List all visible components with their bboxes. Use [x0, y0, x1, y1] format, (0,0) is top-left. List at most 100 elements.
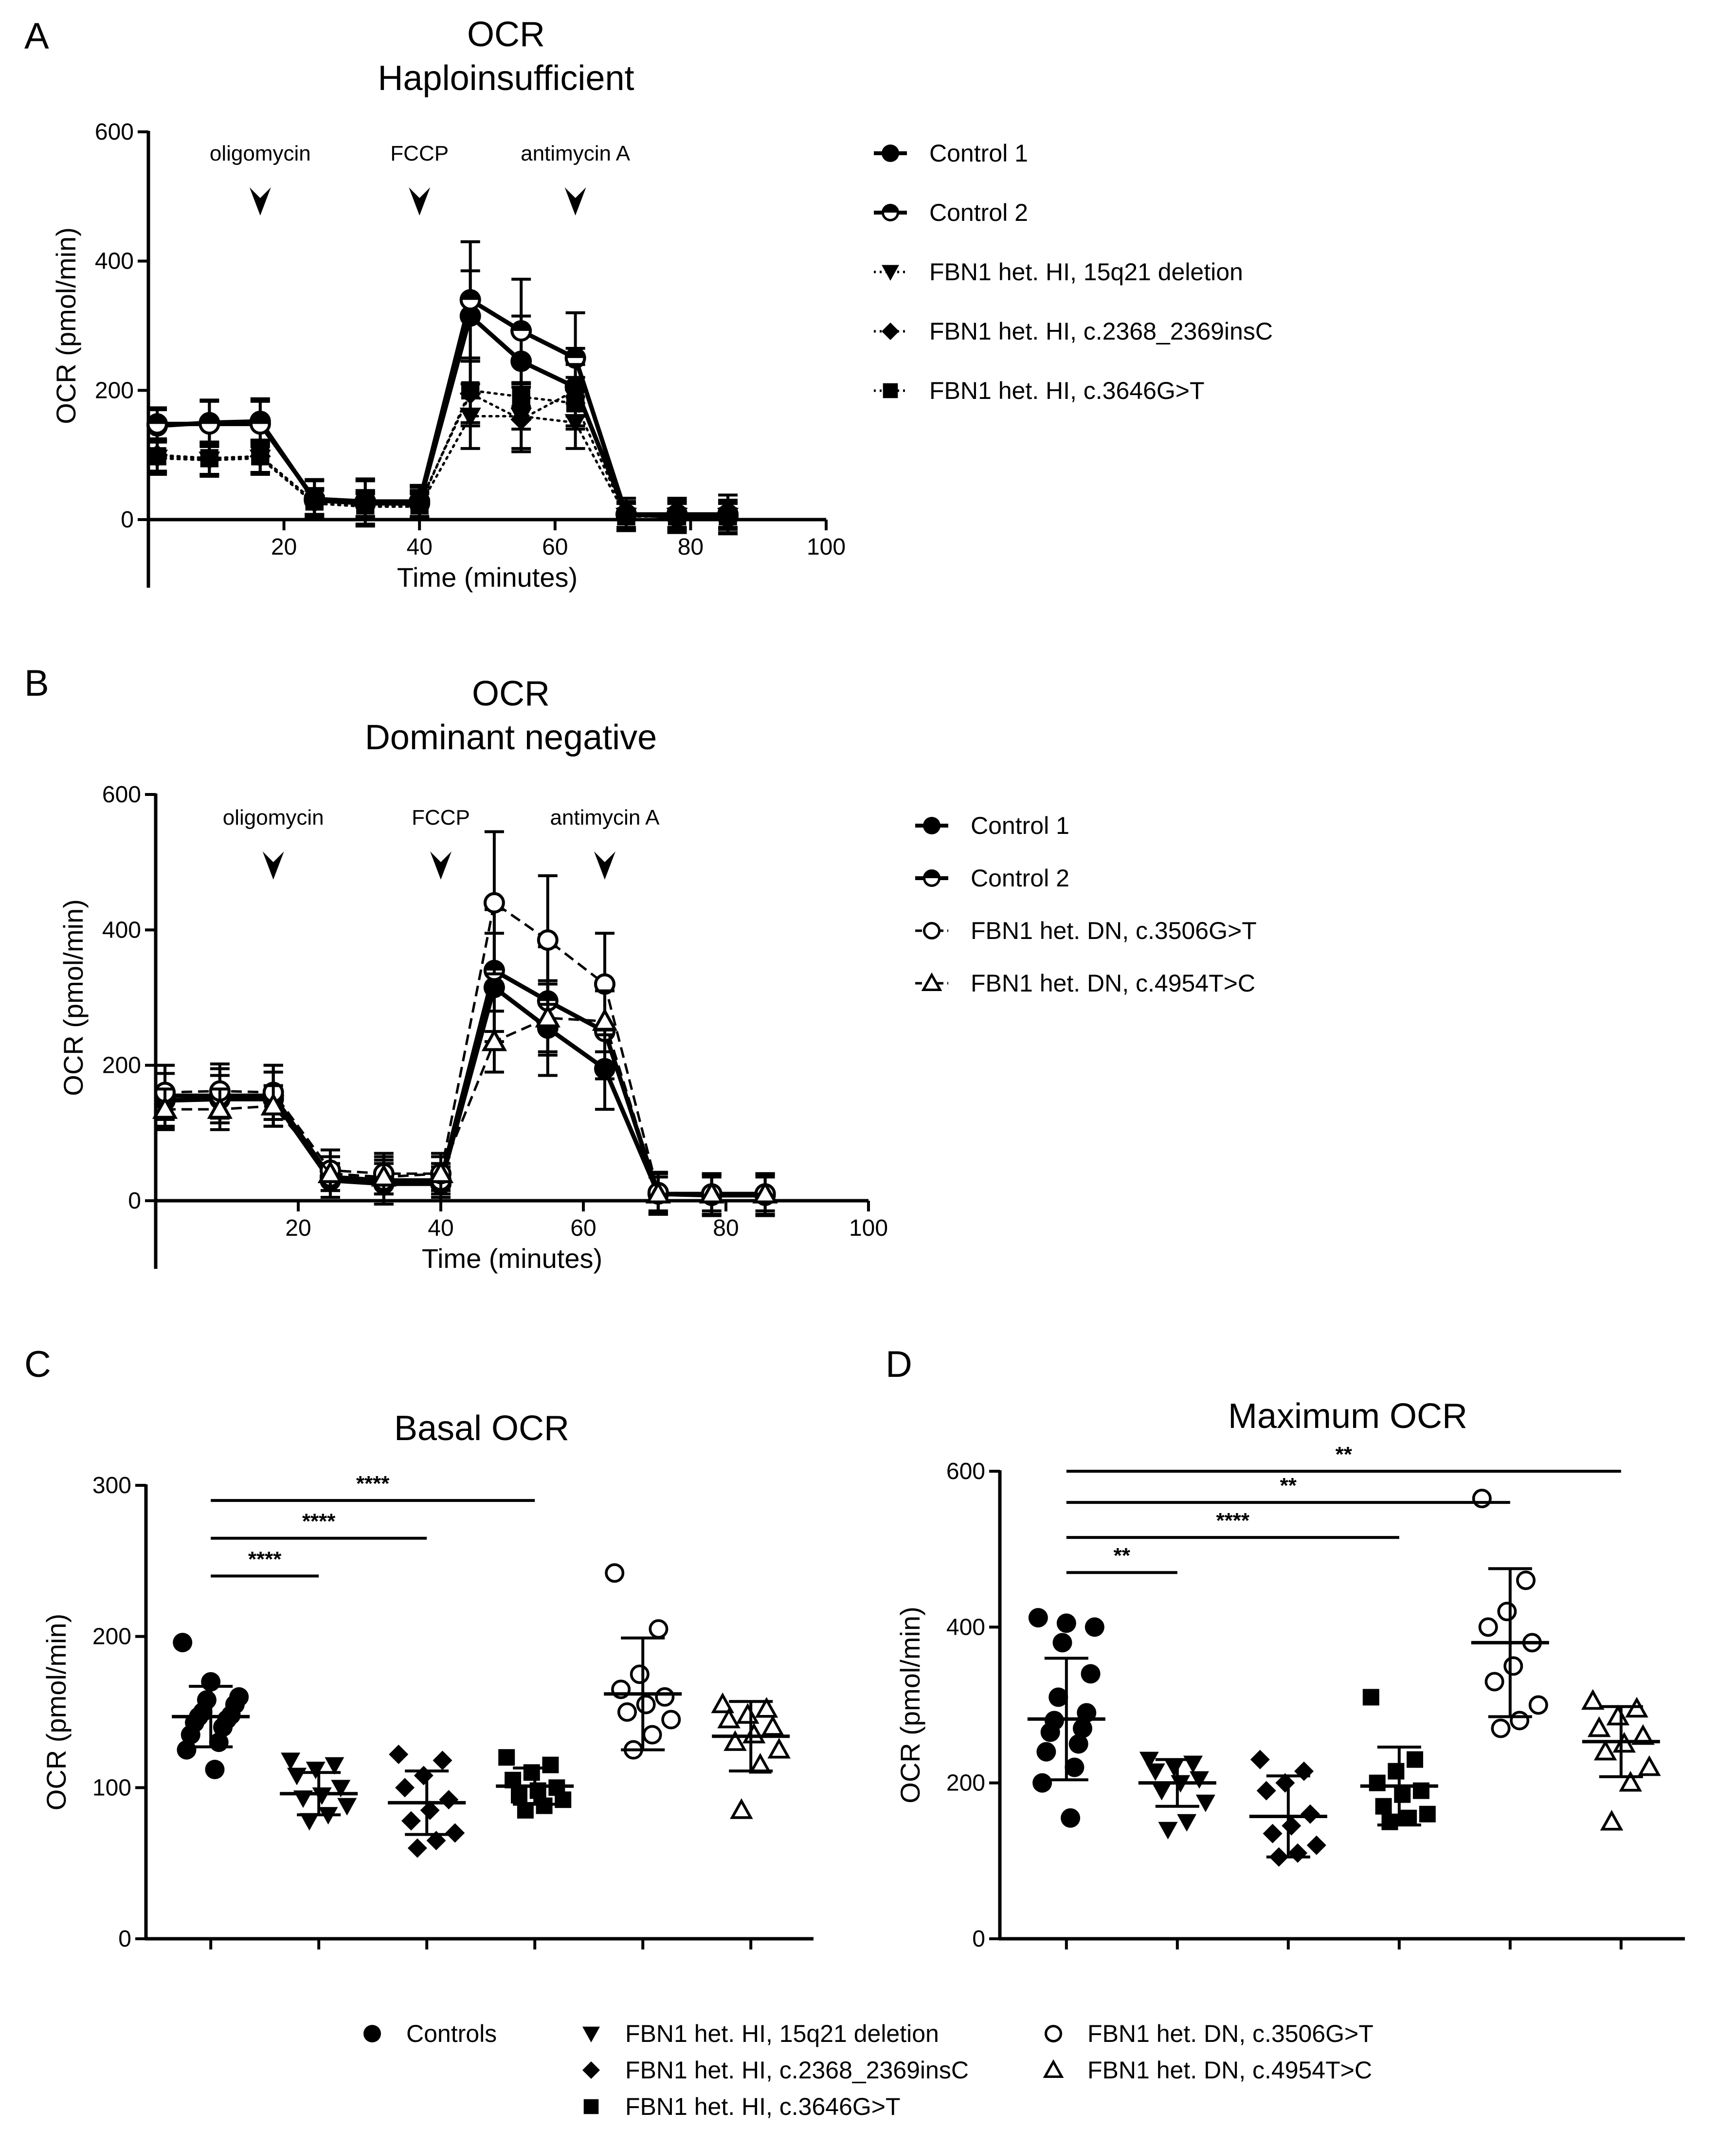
- group-5: [1471, 1489, 1549, 1738]
- data-point: [1282, 1816, 1302, 1836]
- data-point: [752, 1180, 778, 1204]
- data-point: [1300, 1804, 1320, 1824]
- y-axis-label: OCR (pmol/min): [41, 1614, 72, 1810]
- bottom-legend-item-1: Controls: [363, 2020, 497, 2047]
- data-point: [617, 1702, 637, 1722]
- legend-marker-fill: [923, 869, 940, 878]
- significance-bracket: **: [1066, 1544, 1177, 1574]
- x-tick-label: 80: [713, 1215, 739, 1241]
- injection-label: FCCP: [390, 142, 449, 165]
- significance-label: ****: [302, 1510, 336, 1534]
- data-point: [512, 387, 530, 406]
- data-point: [542, 1756, 559, 1773]
- chart-title: Basal OCR: [394, 1409, 569, 1448]
- data-point: [1256, 1781, 1276, 1801]
- data-point: [1049, 1687, 1068, 1707]
- legend-label: FBN1 het. DN, c.3506G>T: [971, 917, 1257, 944]
- data-point: [439, 1790, 459, 1810]
- data-point: [1275, 1773, 1295, 1793]
- y-tick-label: 0: [128, 1188, 141, 1214]
- data-point: [630, 1664, 650, 1684]
- data-point: [592, 1008, 618, 1031]
- data-point: [535, 1005, 561, 1028]
- data-point: [761, 1715, 785, 1736]
- data-point: [537, 929, 559, 951]
- legend-label: FBN1 het. DN, c.3506G>T: [1087, 2020, 1374, 2047]
- group-4: [496, 1749, 574, 1819]
- x-tick-label: 80: [678, 534, 704, 560]
- y-tick-label: 600: [95, 119, 134, 145]
- panel-label-a: A: [24, 16, 49, 57]
- data-point: [1085, 1617, 1104, 1637]
- data-point: [723, 1730, 747, 1751]
- data-point: [200, 449, 219, 468]
- data-point: [719, 507, 737, 526]
- group-3: [1249, 1750, 1327, 1867]
- legend-item-1: Control 1: [915, 812, 1069, 839]
- legend-marker: [923, 817, 940, 834]
- data-point: [483, 892, 505, 914]
- data-point: [1388, 1763, 1405, 1780]
- legend-item-5: FBN1 het. HI, c.3646G>T: [874, 377, 1205, 404]
- significance-label: ****: [1216, 1509, 1250, 1533]
- data-point: [1072, 1718, 1092, 1738]
- significance-bracket: ****: [1066, 1509, 1399, 1539]
- legend-label: FBN1 het. HI, c.3646G>T: [929, 377, 1205, 404]
- injection-label: oligomycin: [210, 142, 311, 165]
- legend-marker: [921, 972, 942, 992]
- legend-item-3: FBN1 het. DN, c.3506G>T: [915, 917, 1257, 944]
- data-point: [420, 1800, 440, 1820]
- data-point: [1400, 1809, 1417, 1826]
- data-point: [395, 1778, 415, 1798]
- data-point: [249, 413, 271, 435]
- data-point: [510, 1786, 527, 1804]
- series-5: [147, 356, 738, 531]
- data-point: [1032, 1773, 1052, 1793]
- y-tick-label: 400: [946, 1614, 985, 1640]
- x-tick-label: 100: [807, 534, 846, 560]
- data-point: [199, 413, 220, 435]
- data-point: [1250, 1750, 1270, 1769]
- legend-item-2: Control 2: [915, 865, 1069, 892]
- data-point: [736, 1703, 760, 1724]
- data-point: [617, 507, 635, 526]
- data-point: [1263, 1823, 1283, 1843]
- data-point: [1195, 1794, 1215, 1812]
- data-point: [605, 1563, 625, 1583]
- data-point: [1600, 1810, 1624, 1831]
- data-point: [401, 1811, 421, 1831]
- data-point: [1407, 1751, 1424, 1768]
- data-point: [1158, 1822, 1178, 1840]
- data-point: [668, 507, 687, 526]
- group-6: [1581, 1689, 1661, 1831]
- data-point: [205, 1760, 225, 1780]
- data-point: [1619, 1770, 1642, 1792]
- data-point: [213, 1717, 233, 1737]
- group-6: [711, 1692, 791, 1819]
- data-point: [564, 347, 586, 369]
- legend-item-1: Control 1: [874, 140, 1028, 167]
- group-2: [1138, 1751, 1216, 1840]
- x-tick-label: 60: [542, 534, 568, 560]
- legend-label: Control 1: [929, 140, 1028, 167]
- legend-marker: [583, 2099, 599, 2114]
- significance-bracket: **: [1066, 1443, 1621, 1473]
- data-point: [1139, 1751, 1159, 1769]
- data-point: [1061, 1808, 1081, 1828]
- data-point: [755, 1697, 778, 1718]
- data-point: [1503, 1656, 1523, 1676]
- data-point-fill: [564, 347, 586, 358]
- data-point: [305, 492, 324, 511]
- data-point: [177, 1740, 197, 1760]
- x-tick-label: 100: [849, 1215, 888, 1241]
- data-point: [555, 1791, 572, 1808]
- data-point: [1052, 1633, 1072, 1653]
- data-point: [1528, 1695, 1548, 1715]
- data-point: [1581, 1689, 1605, 1710]
- data-point: [325, 1757, 344, 1775]
- data-point: [146, 413, 168, 435]
- legend-marker: [582, 2026, 600, 2042]
- data-point: [1306, 1835, 1326, 1855]
